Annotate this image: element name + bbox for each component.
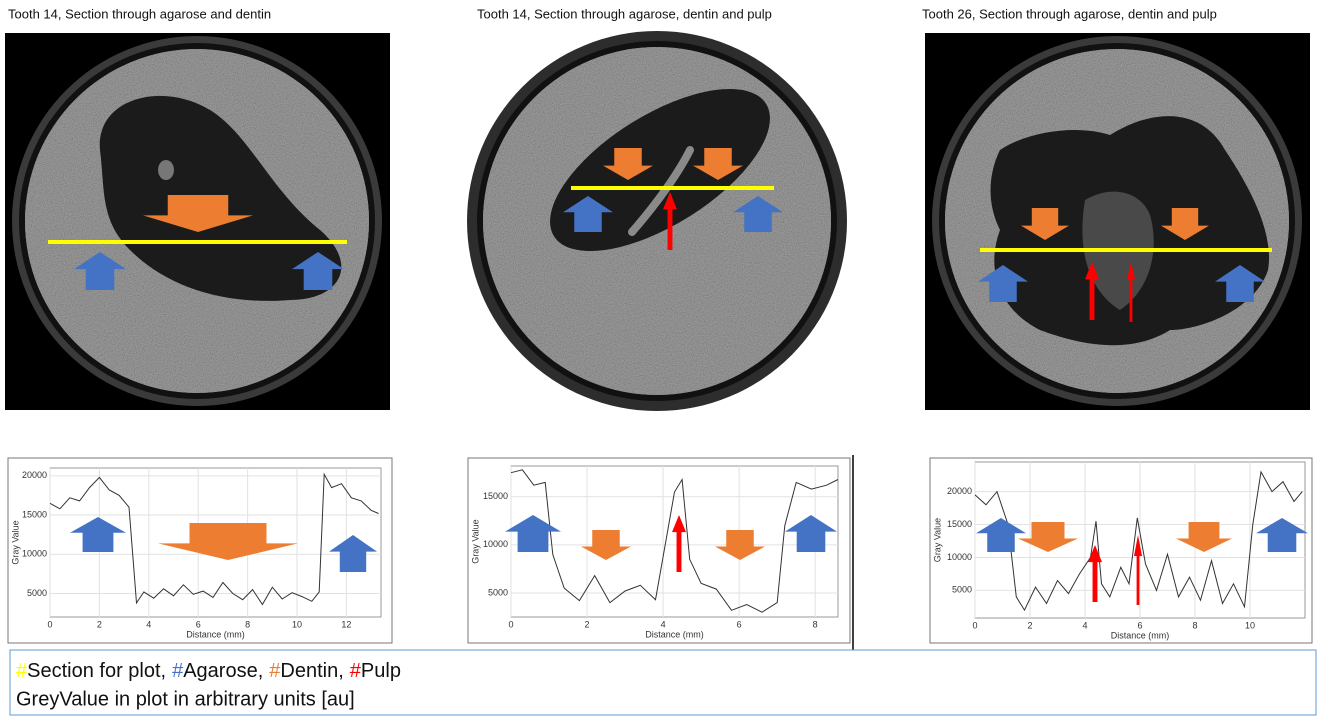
x-tick-label: 8 — [813, 619, 818, 629]
y-tick-label: 20000 — [22, 470, 47, 480]
y-tick-label: 5000 — [952, 585, 972, 595]
y-axis-label: Gray Value — [10, 520, 20, 564]
x-tick-label: 0 — [972, 620, 977, 630]
y-tick-label: 5000 — [488, 587, 508, 597]
y-tick-label: 10000 — [22, 549, 47, 559]
caption-legend: #Section for plot,#Agarose,#Dentin,#Pulp — [16, 660, 401, 682]
x-tick-label: 2 — [585, 619, 590, 629]
x-tick-label: 0 — [508, 619, 513, 629]
y-tick-label: 15000 — [947, 519, 972, 529]
x-axis-label: Distance (mm) — [1111, 630, 1170, 640]
x-tick-label: 2 — [1027, 620, 1032, 630]
x-tick-label: 8 — [245, 619, 250, 629]
y-tick-label: 15000 — [483, 491, 508, 501]
legend-label: Agarose, — [183, 660, 263, 682]
x-tick-label: 6 — [737, 619, 742, 629]
x-tick-label: 10 — [1245, 620, 1255, 630]
y-axis-label: Gray Value — [932, 518, 942, 562]
legend-label: Pulp — [361, 660, 401, 682]
x-tick-label: 10 — [292, 619, 302, 629]
figure: Tooth 14, Section through agarose and de… — [0, 0, 1317, 716]
y-tick-label: 10000 — [947, 552, 972, 562]
x-tick-label: 0 — [47, 619, 52, 629]
x-tick-label: 4 — [146, 619, 151, 629]
x-tick-label: 6 — [1137, 620, 1142, 630]
x-tick-label: 4 — [1082, 620, 1087, 630]
panel-title: Tooth 14, Section through agarose and de… — [8, 6, 271, 21]
x-tick-label: 8 — [1192, 620, 1197, 630]
x-tick-label: 2 — [97, 619, 102, 629]
x-axis-label: Distance (mm) — [186, 629, 245, 639]
x-tick-label: 6 — [196, 619, 201, 629]
x-axis-label: Distance (mm) — [645, 629, 704, 639]
legend-label: Section for plot, — [27, 660, 166, 682]
y-tick-label: 15000 — [22, 509, 47, 519]
y-tick-label: 10000 — [483, 539, 508, 549]
plot-area — [511, 466, 838, 617]
panel-title: Tooth 14, Section through agarose, denti… — [477, 6, 772, 21]
y-tick-label: 20000 — [947, 486, 972, 496]
x-tick-label: 12 — [341, 619, 351, 629]
panel-title: Tooth 26, Section through agarose, denti… — [922, 6, 1217, 21]
y-tick-label: 5000 — [27, 588, 47, 598]
caption-note: GreyValue in plot in arbitrary units [au… — [16, 688, 355, 710]
ct-image — [925, 33, 1310, 410]
x-tick-label: 4 — [661, 619, 666, 629]
legend-label: Dentin, — [280, 660, 343, 682]
ct-image — [465, 31, 850, 411]
y-axis-label: Gray Value — [470, 519, 480, 563]
